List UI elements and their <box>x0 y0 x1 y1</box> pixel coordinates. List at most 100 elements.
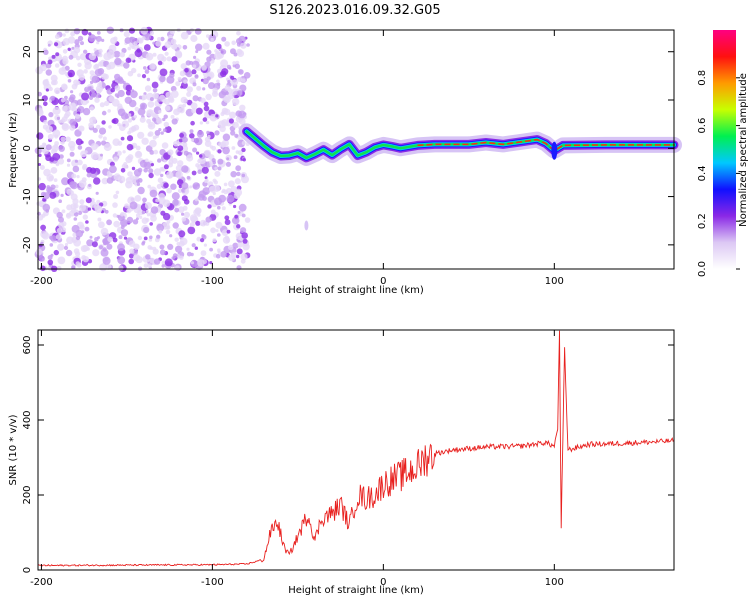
noise-speck <box>147 184 152 189</box>
noise-speck <box>171 118 178 125</box>
noise-speck <box>157 158 162 163</box>
noise-speck <box>126 143 134 151</box>
noise-speck <box>159 167 164 172</box>
noise-speck <box>149 257 156 264</box>
noise-speck <box>137 73 141 78</box>
noise-speck <box>69 151 75 157</box>
noise-speck <box>177 145 184 152</box>
noise-speck <box>80 245 88 253</box>
noise-speck <box>241 232 248 239</box>
y-tick-label: 0 <box>22 145 33 151</box>
y-tick-label: 20 <box>22 45 33 58</box>
y-tick-label: 600 <box>22 335 33 354</box>
colorbar-tick-label: 0.0 <box>697 261 708 277</box>
noise-speck <box>103 143 112 152</box>
noise-speck <box>192 64 197 69</box>
noise-speck <box>217 82 221 86</box>
noise-speck <box>178 184 183 189</box>
noise-speck <box>161 264 165 268</box>
noise-speck <box>84 150 88 154</box>
noise-speck <box>125 181 133 189</box>
noise-speck <box>163 164 169 170</box>
noise-speck <box>161 142 169 149</box>
noise-speck <box>91 92 97 98</box>
noise-speck <box>97 68 105 75</box>
noise-speck <box>64 28 70 34</box>
noise-speck <box>186 99 193 106</box>
noise-speck <box>57 119 62 124</box>
noise-speck <box>68 54 74 60</box>
x-tick-label: 100 <box>545 577 564 588</box>
snr-plot-area <box>37 330 675 567</box>
noise-speck <box>81 255 87 261</box>
noise-speck <box>186 175 191 180</box>
noise-speck <box>146 110 153 117</box>
noise-speck <box>114 57 122 66</box>
noise-speck <box>91 116 96 121</box>
noise-speck <box>112 80 116 84</box>
noise-speck <box>103 242 107 246</box>
noise-speck <box>169 234 173 238</box>
noise-speck <box>220 251 227 258</box>
noise-speck <box>90 143 98 150</box>
noise-speck <box>165 91 172 99</box>
noise-speck <box>244 217 251 223</box>
noise-speck <box>125 90 132 96</box>
noise-speck <box>52 153 61 161</box>
noise-speck <box>98 48 103 54</box>
colorbar-gradient <box>713 30 736 269</box>
noise-speck <box>128 258 134 265</box>
noise-speck <box>103 73 109 80</box>
noise-speck <box>91 241 98 248</box>
noise-speck <box>212 238 217 243</box>
noise-speck <box>71 173 77 179</box>
noise-speck <box>65 136 71 142</box>
noise-speck <box>191 170 197 176</box>
noise-speck <box>128 27 135 34</box>
noise-speck <box>206 34 210 38</box>
noise-speck <box>81 92 90 101</box>
y-tick-label: 200 <box>22 485 33 504</box>
noise-speck <box>197 169 202 174</box>
snr-y-label: SNR (10 * v/v) <box>8 414 19 485</box>
noise-speck <box>98 134 103 139</box>
noise-speck <box>230 171 237 178</box>
noise-speck <box>110 87 115 93</box>
y-tick-label: 10 <box>22 94 33 107</box>
noise-speck <box>128 99 137 108</box>
noise-speck <box>156 223 165 232</box>
noise-speck <box>70 90 74 94</box>
noise-speck <box>141 217 149 224</box>
noise-speck <box>129 248 135 254</box>
noise-speck <box>82 107 91 116</box>
noise-speck <box>102 136 107 141</box>
noise-speck <box>209 185 216 193</box>
noise-speck <box>139 102 147 110</box>
noise-speck <box>178 230 186 238</box>
noise-speck <box>51 54 56 59</box>
noise-speck <box>74 39 80 45</box>
noise-speck <box>204 179 208 184</box>
noise-speck <box>212 191 216 196</box>
noise-speck <box>114 73 121 81</box>
x-tick-label: 0 <box>380 276 386 287</box>
noise-speck <box>191 69 197 75</box>
noise-speck <box>160 131 164 135</box>
noise-speck <box>235 150 240 154</box>
noise-speck <box>73 238 81 247</box>
noise-speck <box>163 121 169 128</box>
noise-speck <box>145 209 149 214</box>
noise-speck <box>147 245 152 250</box>
noise-speck <box>152 112 159 119</box>
noise-speck <box>108 44 117 53</box>
noise-speck <box>83 49 88 54</box>
noise-speck <box>158 128 162 132</box>
noise-speck <box>210 37 214 42</box>
noise-speck <box>195 50 199 54</box>
noise-speck <box>142 240 146 244</box>
noise-speck <box>153 258 161 265</box>
noise-speck <box>52 106 61 115</box>
noise-speck <box>144 69 150 74</box>
noise-speck <box>236 90 243 97</box>
noise-speck <box>230 75 235 80</box>
